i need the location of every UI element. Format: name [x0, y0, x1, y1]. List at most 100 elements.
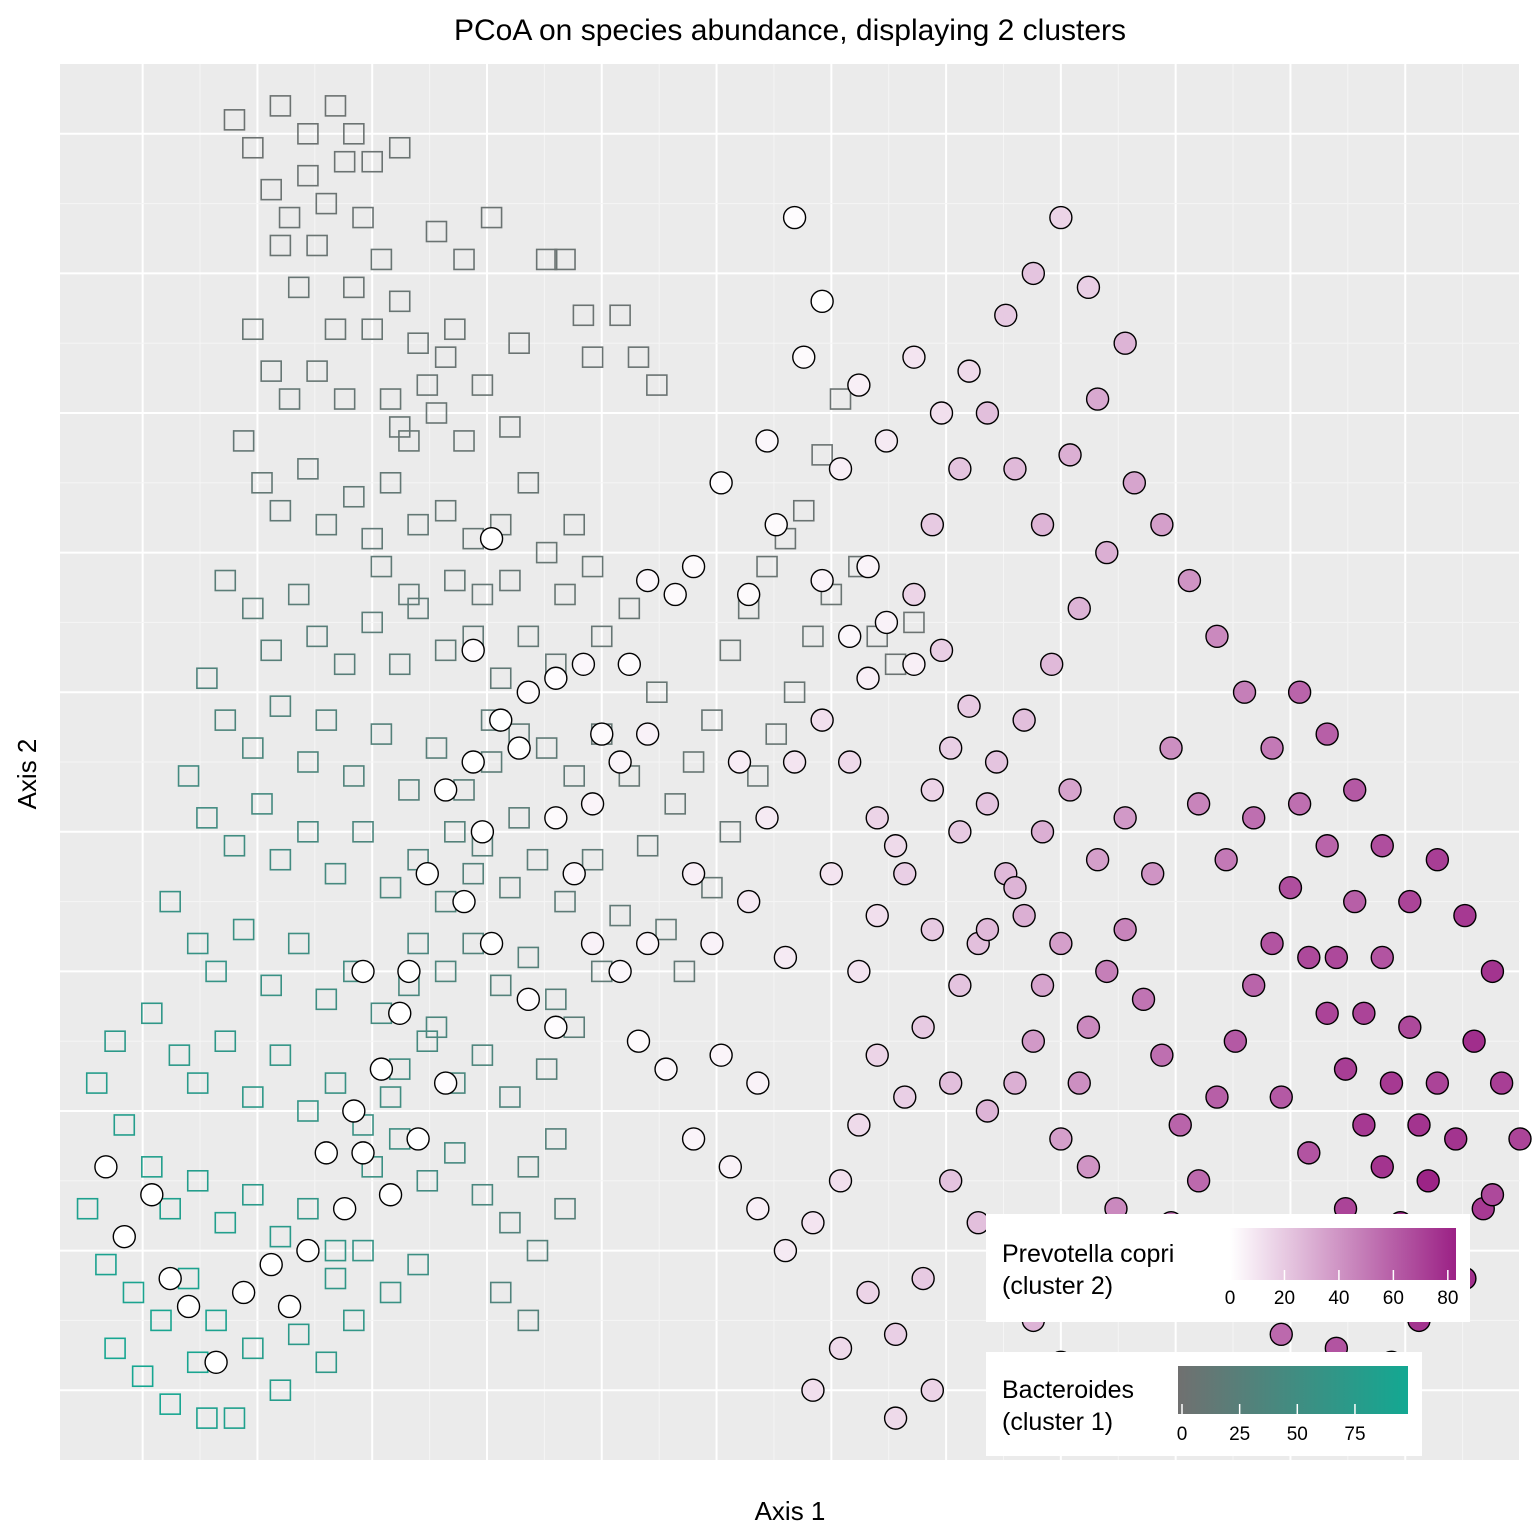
bacteroides-point	[489, 1281, 512, 1304]
prevotella-point	[1398, 1015, 1422, 1039]
bacteroides-point	[232, 918, 255, 941]
prevotella-point	[94, 1155, 118, 1179]
bacteroides-point	[453, 248, 475, 271]
bacteroides-point	[416, 1030, 439, 1052]
bacteroides-point	[214, 569, 237, 592]
prevotella-point	[544, 1015, 568, 1039]
prevotella-point	[1232, 680, 1257, 704]
bacteroides-point	[269, 234, 292, 257]
bacteroides-point	[297, 820, 319, 843]
prevotella-point	[1113, 331, 1137, 355]
prevotella-point	[406, 1127, 430, 1151]
legend-prevotella-tick-label: 80	[1437, 1288, 1458, 1309]
prevotella-point	[929, 638, 954, 663]
bacteroides-point	[407, 513, 429, 536]
prevotella-point	[1489, 1071, 1514, 1095]
prevotella-point	[911, 1015, 935, 1039]
prevotella-point	[1333, 1057, 1358, 1081]
bacteroides-point	[526, 848, 549, 871]
legend-prevotella-tick-label: 20	[1274, 1288, 1295, 1309]
bacteroides-point	[95, 1253, 117, 1276]
bacteroides-point	[223, 109, 246, 131]
prevotella-point	[994, 303, 1018, 327]
bacteroides-point	[297, 458, 319, 480]
prevotella-point	[452, 889, 476, 914]
prevotella-point	[736, 889, 761, 914]
prevotella-point	[461, 638, 485, 663]
bacteroides-point	[444, 820, 466, 843]
prevotella-point	[626, 1029, 651, 1053]
bacteroides-point	[388, 653, 411, 676]
chart-title: PCoA on species abundance, displaying 2 …	[454, 14, 1126, 47]
bacteroides-point	[425, 220, 448, 243]
prevotella-point	[1287, 680, 1312, 704]
bacteroides-point	[792, 499, 815, 522]
bacteroides-point	[554, 583, 576, 606]
prevotella-point	[608, 959, 632, 984]
prevotella-point	[1242, 973, 1266, 998]
prevotella-point	[1150, 512, 1174, 537]
prevotella-point	[1076, 275, 1101, 300]
prevotella-point	[746, 1071, 770, 1095]
bacteroides-point	[260, 639, 282, 662]
prevotella-point	[1141, 861, 1165, 886]
prevotella-point	[920, 917, 945, 942]
prevotella-point	[1067, 1071, 1091, 1095]
prevotella-point	[507, 736, 531, 760]
bacteroides-point	[682, 751, 705, 773]
legend-bacteroides-tick-label: 50	[1287, 1424, 1308, 1445]
bacteroides-point	[260, 178, 282, 201]
prevotella-point	[957, 359, 981, 383]
prevotella-point	[966, 1210, 990, 1235]
prevotella-point	[856, 1280, 880, 1305]
prevotella-point	[773, 945, 798, 970]
prevotella-point	[1186, 1169, 1211, 1193]
prevotella-point	[654, 1057, 678, 1081]
prevotella-point	[883, 1406, 908, 1430]
legend-prevotella-tick-label: 0	[1225, 1288, 1236, 1309]
bacteroides-point	[242, 1337, 264, 1360]
bacteroides-point	[168, 1044, 191, 1066]
prevotella-point	[755, 806, 779, 830]
prevotella-point	[1049, 1127, 1073, 1151]
bacteroides-point	[425, 737, 448, 759]
bacteroides-point	[315, 988, 338, 1011]
bacteroides-point	[113, 1114, 136, 1136]
bacteroides-point	[315, 1351, 338, 1374]
bacteroides-point	[343, 1309, 365, 1332]
bacteroides-point	[499, 1211, 521, 1234]
prevotella-point	[681, 554, 706, 579]
bacteroides-point	[636, 834, 659, 857]
prevotella-point	[948, 973, 972, 998]
bacteroides-point	[416, 1170, 439, 1192]
bacteroides-point	[434, 960, 457, 983]
prevotella-point	[828, 1169, 853, 1193]
prevotella-point	[1480, 959, 1505, 984]
prevotella-point	[883, 1322, 908, 1347]
bacteroides-point	[214, 709, 237, 731]
bacteroides-point	[343, 276, 365, 299]
prevotella-point	[1085, 848, 1110, 872]
bacteroides-point	[186, 932, 209, 955]
prevotella-point	[562, 861, 586, 886]
prevotella-point	[920, 512, 945, 537]
prevotella-point	[1269, 1085, 1293, 1109]
bacteroides-point	[287, 932, 310, 955]
prevotella-point	[1012, 708, 1036, 732]
bacteroides-point	[278, 206, 301, 229]
prevotella-point	[1324, 945, 1349, 970]
prevotella-point	[1030, 512, 1055, 537]
prevotella-point	[1039, 652, 1064, 676]
bacteroides-point	[554, 248, 576, 271]
prevotella-point	[388, 1001, 412, 1025]
y-axis-title: Axis 2	[12, 739, 42, 810]
legend-bacteroides-title: Bacteroides	[1002, 1376, 1134, 1404]
prevotella-point	[1444, 1127, 1468, 1151]
data-points	[76, 95, 1532, 1430]
bacteroides-point	[581, 848, 604, 871]
legend-bacteroides-subtitle: (cluster 1)	[1002, 1408, 1113, 1436]
bacteroides-point	[315, 513, 338, 536]
prevotella-point	[351, 1141, 375, 1165]
prevotella-point	[1076, 1155, 1101, 1179]
prevotella-point	[1076, 1015, 1101, 1039]
